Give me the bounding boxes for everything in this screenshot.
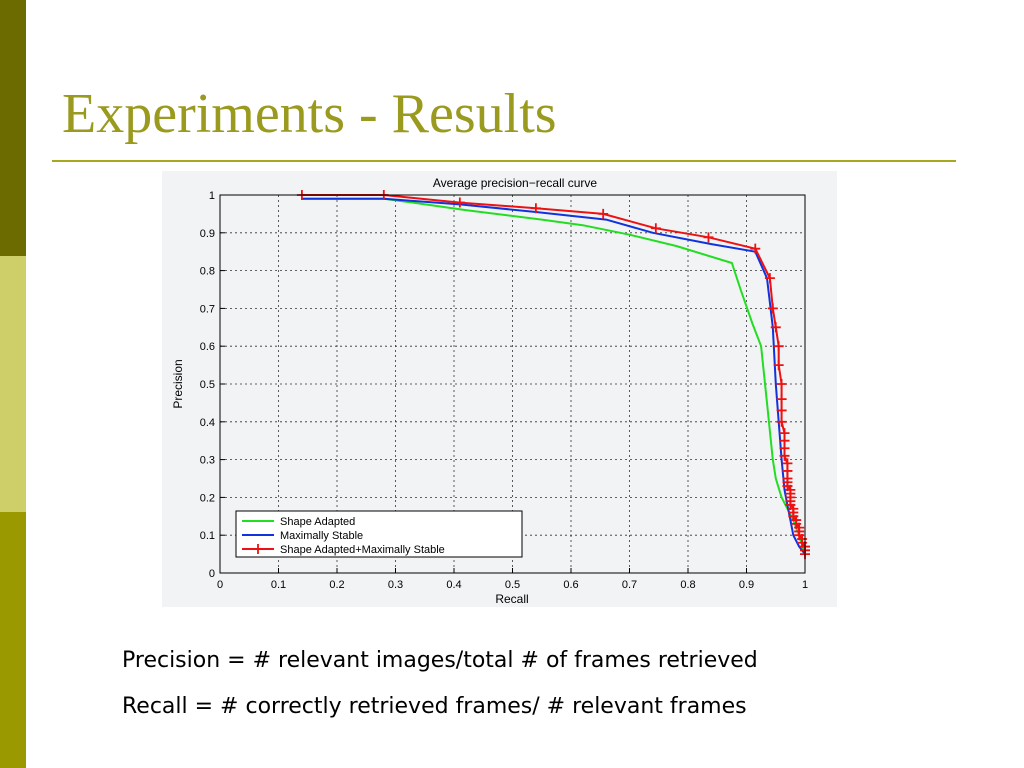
y-tick-label: 0.8 [200, 266, 215, 278]
sidebar-band-dark [0, 0, 26, 256]
series-3-marker [770, 322, 781, 333]
x-tick-label: 0.3 [388, 579, 403, 591]
legend-marker-3 [253, 544, 263, 554]
x-tick-label: 0.9 [739, 579, 754, 591]
y-axis-label: Precision [171, 359, 185, 408]
y-tick-label: 0.7 [200, 303, 215, 315]
chart-legend: Shape Adapted Maximally Stable Shape Adapt… [235, 510, 523, 558]
series-3-marker [703, 232, 714, 243]
series-line-2 [301, 197, 806, 555]
sidebar-band-light [0, 256, 26, 512]
series-3-marker [454, 197, 465, 208]
x-tick-label: 1 [802, 579, 808, 591]
y-tick-label: 0.3 [200, 455, 215, 467]
chart-series [296, 190, 810, 560]
series-3-marker [776, 405, 787, 416]
sidebar-band-olive [0, 512, 26, 768]
title-divider [52, 160, 956, 162]
recall-definition: Recall = # correctly retrieved frames/ #… [122, 694, 747, 719]
y-tick-label: 0.6 [200, 341, 215, 353]
x-tick-label: 0.5 [505, 579, 520, 591]
series-3-marker [776, 394, 787, 405]
x-tick-label: 0.8 [680, 579, 695, 591]
precision-recall-chart: Average precision−recall curve 0 0.1 0.2 0.… [171, 176, 810, 606]
y-tick-label: 0 [209, 568, 215, 580]
series-3-marker [773, 360, 784, 371]
legend-box [235, 510, 523, 558]
legend-label-2: Maximally Stable [280, 530, 363, 542]
y-tick-label: 0.1 [200, 530, 215, 542]
series-3-marker [779, 450, 790, 461]
series-3-marker [773, 341, 784, 352]
precision-definition: Precision = # relevant images/total # of… [122, 648, 758, 673]
series-3-marker [650, 223, 661, 234]
series-3-marker [598, 208, 609, 219]
x-tick-label: 0.4 [446, 579, 461, 591]
y-tick-label: 0.4 [200, 417, 215, 429]
x-tick-label: 0.7 [622, 579, 637, 591]
chart-panel: Average precision−recall curve 0 0.1 0.2 0.… [162, 171, 837, 607]
series-3-marker [767, 303, 778, 314]
series-line-1 [301, 197, 806, 555]
y-tick-label: 0.2 [200, 492, 215, 504]
x-axis-label: Recall [495, 592, 528, 606]
chart-grid [220, 195, 805, 573]
series-3-marker [776, 379, 787, 389]
series-3-marker [530, 203, 541, 214]
chart-title: Average precision−recall curve [433, 176, 598, 190]
x-tick-label: 0.1 [271, 579, 286, 591]
x-tick-label: 0.6 [563, 579, 578, 591]
y-tick-label: 1 [209, 190, 215, 202]
slide-title: Experiments - Results [62, 83, 557, 145]
series-3-marker [776, 416, 787, 427]
series-line-3 [301, 194, 806, 555]
y-tick-label: 0.9 [200, 228, 215, 240]
chart-ticks: 0 0.1 0.2 0.3 0.4 0.5 0.6 0.7 0.8 0.9 1 0 0.1 0.2 0.3 0… [200, 190, 808, 591]
series-3-marker [764, 273, 775, 284]
legend-label-3: Shape Adapted+Maximally Stable [280, 544, 445, 556]
x-tick-label: 0.2 [329, 579, 344, 591]
legend-label-1: Shape Adapted [280, 516, 355, 528]
series-3-marker [750, 243, 761, 254]
y-tick-label: 0.5 [200, 379, 215, 391]
x-tick-label: 0 [217, 579, 223, 591]
